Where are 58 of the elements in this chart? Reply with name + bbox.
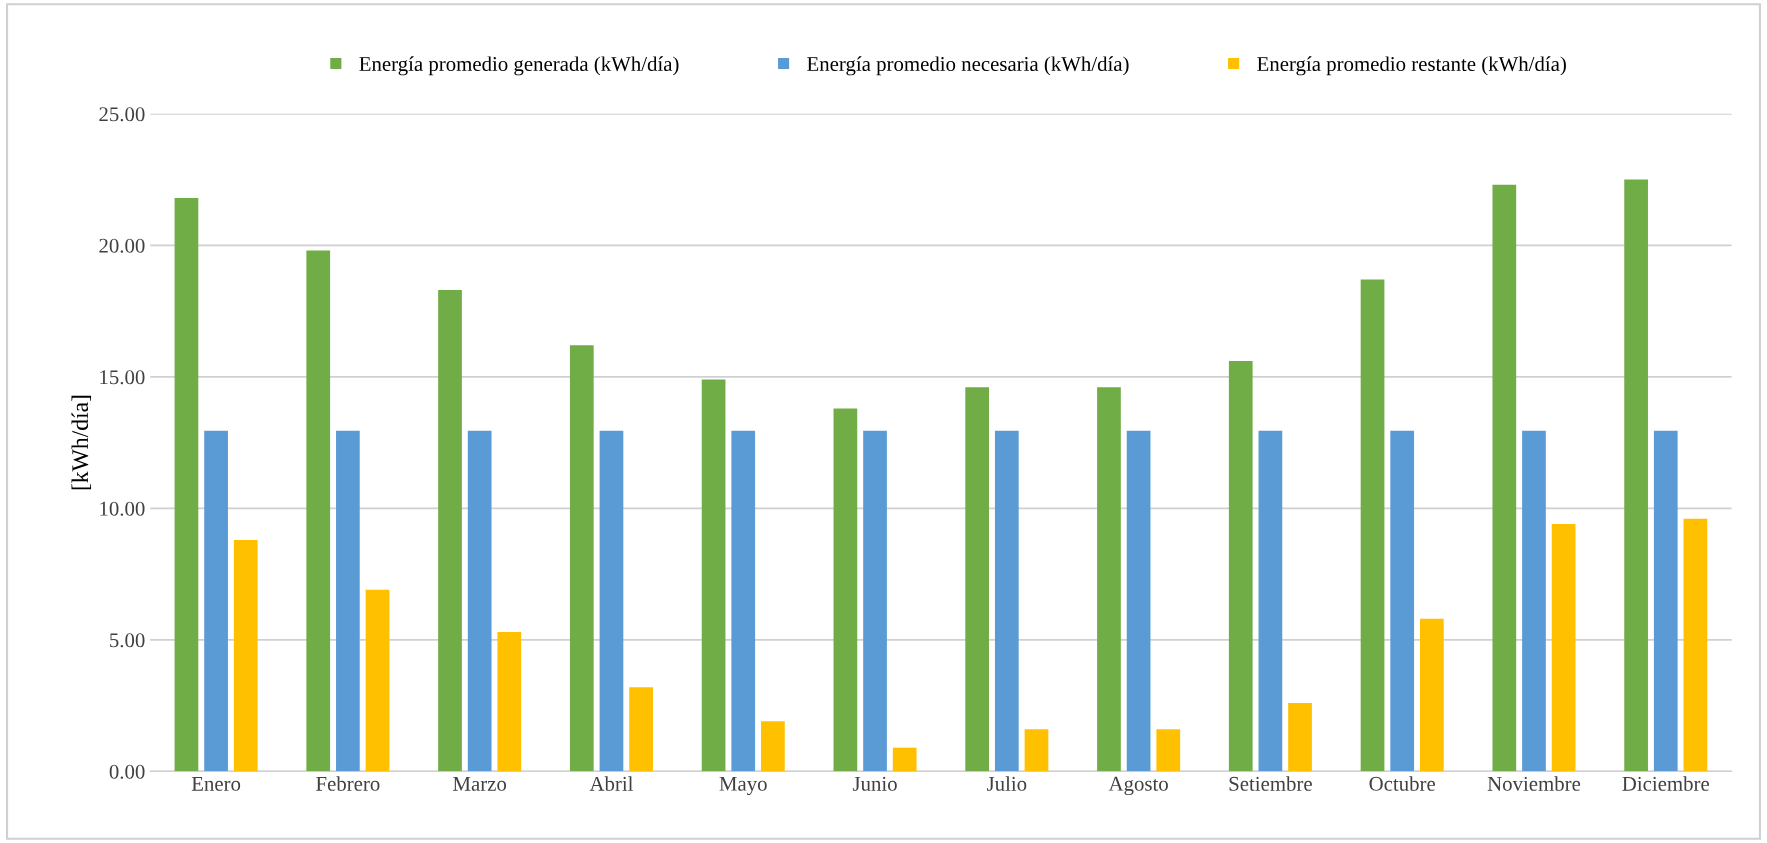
bar: [1683, 518, 1708, 772]
bar: [1624, 179, 1648, 772]
bar: [233, 539, 258, 772]
y-tick-label: 15.00: [100, 370, 145, 385]
bar: [1551, 524, 1576, 772]
bar: [1419, 618, 1444, 772]
bar: [174, 197, 199, 772]
x-tick-label: Marzo: [453, 777, 507, 791]
bar: [1126, 430, 1151, 772]
bar: [467, 430, 492, 772]
bar: [306, 250, 331, 772]
bar: [892, 747, 917, 772]
x-tick-label: Enero: [191, 777, 241, 791]
bar: [1097, 387, 1121, 772]
y-tick-label: 10.00: [100, 501, 145, 516]
bar: [1156, 729, 1181, 772]
y-tick-label: 5.00: [110, 633, 145, 648]
bar: [1258, 430, 1283, 772]
bar: [965, 387, 990, 772]
bar: [863, 430, 887, 772]
bar: [599, 430, 624, 772]
bar: [1390, 430, 1415, 772]
x-tick-label: Diciembre: [1622, 776, 1709, 791]
x-tick-label: Octubre: [1369, 776, 1436, 791]
y-tick-label: 0.00: [109, 764, 145, 779]
bar: [994, 430, 1019, 772]
bar: [701, 379, 726, 772]
bar: [731, 430, 756, 772]
bar: [497, 631, 522, 772]
x-tick-label: Mayo: [719, 776, 767, 796]
bar: [336, 430, 360, 772]
legend-label: Energía promedio restante (kWh/día): [1257, 56, 1566, 76]
x-tick-label: Noviembre: [1487, 776, 1581, 791]
bar: [438, 290, 462, 772]
y-tick-label: 20.00: [99, 238, 145, 253]
x-tick-label: Abril: [589, 776, 634, 791]
x-tick-label: Julio: [987, 776, 1027, 791]
y-tick-label: 25.00: [99, 107, 145, 122]
bar: [204, 430, 228, 772]
x-tick-label: Febrero: [316, 776, 380, 791]
bar: [629, 687, 653, 772]
y-axis-title: [kWh/día]: [71, 395, 92, 490]
bar: [1522, 430, 1546, 772]
bar: [1360, 279, 1385, 772]
bar: [1492, 184, 1517, 772]
bar: [833, 408, 858, 772]
legend-label: Energía promedio generada (kWh/día): [359, 56, 679, 76]
bar: [761, 721, 785, 772]
x-tick-label: Junio: [852, 776, 897, 791]
bar: [1228, 361, 1253, 772]
bar: [569, 345, 594, 772]
bar: [1024, 729, 1049, 772]
bar: [1653, 430, 1678, 772]
x-tick-label: Agosto: [1108, 776, 1168, 796]
bar: [365, 589, 390, 772]
x-tick-label: Setiembre: [1229, 776, 1312, 791]
legend-label: Energía promedio necesaria (kWh/día): [807, 56, 1129, 76]
bar: [1288, 702, 1312, 772]
